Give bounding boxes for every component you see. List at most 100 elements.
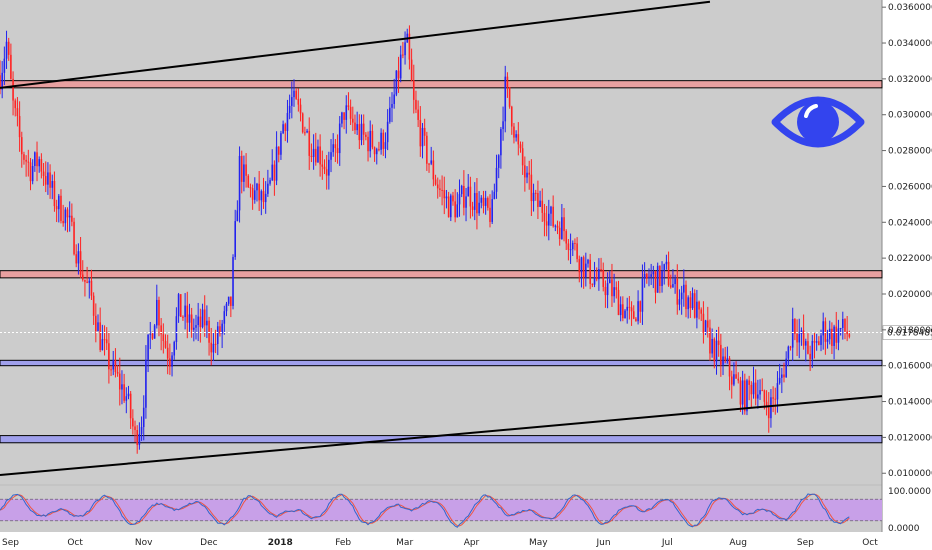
candle-body [746,380,748,412]
candle-body [367,136,369,152]
candle-body [698,301,700,310]
candle-body [60,195,62,221]
candle-body [659,265,661,287]
price-tick-label: 0.01200000 [888,433,932,443]
candle-body [648,276,650,279]
candle-body [622,304,624,319]
candle-body [593,277,596,285]
candle-body [737,378,740,381]
time-tick-label: Sep [797,538,814,548]
candle-body [264,193,267,203]
candle-body [182,316,184,318]
candle-body [40,159,43,172]
candle-body [325,169,328,176]
candle-body [62,220,64,224]
candle-body [778,377,781,384]
candle-body [680,292,683,300]
candle-body [373,147,376,155]
candle-body [521,148,524,166]
candle-body [617,289,620,316]
candle-body [704,320,707,333]
candle-body [502,121,504,130]
candle-body [748,380,750,385]
candle-body [580,257,583,273]
candle-body [619,304,622,316]
candle-body [243,164,245,182]
candle-body [177,294,180,317]
candle-body [447,196,450,218]
candle-body [661,271,663,287]
candle-body [219,326,221,334]
eye-icon[interactable] [771,96,865,148]
indicator-axis-ticks: 100.0000 0.0000 [888,487,931,534]
candle-body [354,122,356,131]
candle-body [469,186,472,207]
candle-body [602,269,605,287]
candle-body [97,322,99,332]
candle-body [14,100,17,109]
candle-body [558,227,561,239]
candle-body [591,283,594,285]
candle-body [58,195,60,210]
candle-body [223,311,226,324]
candle-body [382,132,385,149]
candle-body [752,382,755,395]
candle-body [530,174,533,202]
candle-body [47,172,49,185]
price-tick-label: 0.02400000 [888,218,932,228]
candle-body [700,309,703,314]
candle-body [31,166,34,182]
candle-body [473,193,476,210]
candle-body [190,314,193,330]
candle-body [606,283,609,296]
candle-body [127,393,130,397]
candle-body [423,127,426,136]
candle-body [275,146,278,181]
candle-body [310,155,313,157]
candle-body [543,212,546,222]
candle-body [491,199,493,222]
candle-body [369,130,372,152]
candle-body [506,76,509,88]
candle-body [650,274,652,277]
candle-body [397,70,400,79]
candle-body [314,148,317,163]
candle-body [460,185,463,195]
candle-body [467,186,470,197]
candle-body [99,322,101,350]
candle-body [669,285,672,288]
candle-body [210,342,213,353]
candle-body [312,148,315,157]
candle-body [77,251,80,264]
candle-body [29,162,32,182]
candle-body [674,278,676,285]
candle-body [88,280,91,283]
candle-body [273,164,276,181]
candle-body [604,286,607,296]
candle-body [371,130,374,148]
candle-body [38,159,40,167]
candle-body [548,213,550,226]
candle-body [304,132,306,134]
candle-body [158,299,160,326]
candle-body [709,327,711,354]
candle-body [84,279,86,282]
candle-body [288,105,291,113]
candle-body [726,358,729,361]
candle-body [484,198,487,206]
candle-body [785,358,787,378]
candle-body [293,90,295,98]
candle-body [567,243,570,250]
candle-body [556,225,559,228]
price-tick-label: 0.03000000 [888,111,932,121]
candle-body [103,339,106,341]
candle-body [277,146,280,155]
candle-body [846,331,848,335]
candle-body [16,108,19,117]
candle-body [733,374,735,385]
candle-body [452,195,454,202]
candle-body [380,132,382,150]
candle-body [578,259,581,273]
candle-body [783,374,785,378]
